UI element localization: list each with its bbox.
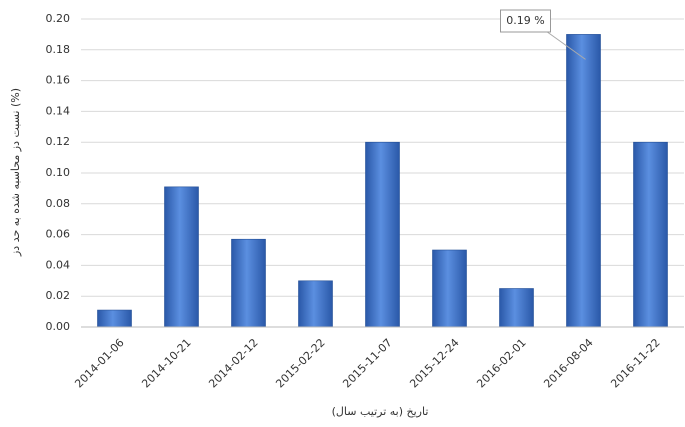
x-tick-label: 2015-02-22	[273, 336, 327, 390]
y-tick-label: 0.12	[46, 135, 71, 148]
bar	[365, 141, 400, 328]
bar	[633, 141, 668, 328]
x-tick-label: 2016-02-01	[474, 336, 528, 390]
x-tick-label: 2014-02-12	[206, 336, 260, 390]
x-tick-label: 2016-08-04	[541, 336, 595, 390]
y-tick-label: 0.08	[46, 197, 71, 210]
y-tick-label: 0.02	[46, 289, 71, 302]
x-tick-label: 2015-11-07	[340, 336, 394, 390]
y-tick-label: 0.10	[46, 166, 71, 179]
y-tick-label: 0.06	[46, 228, 71, 241]
y-axis-label: نسبت دز محاسبه شده به حد دز (%)	[9, 88, 22, 257]
y-tick-label: 0.16	[46, 74, 71, 87]
y-tick-label: 0.14	[46, 104, 71, 117]
y-tick-label: 0.18	[46, 43, 71, 56]
bar	[231, 238, 266, 328]
bar	[566, 34, 601, 328]
callout-box	[500, 9, 551, 33]
bar	[499, 288, 534, 328]
bar	[97, 309, 132, 328]
bar	[164, 186, 199, 328]
y-tick-label: 0.00	[46, 320, 71, 333]
x-tick-label: 2016-11-22	[608, 336, 662, 390]
x-tick-label: 2014-01-06	[72, 336, 126, 390]
bar	[432, 249, 467, 328]
x-tick-label: 2014-10-21	[139, 336, 193, 390]
data-label: 0.19 %	[506, 14, 544, 27]
bar	[298, 280, 333, 328]
x-axis-label: تاریخ (به ترتیب سال)	[332, 405, 429, 418]
x-tick-label: 2015-12-24	[407, 336, 461, 390]
y-tick-label: 0.20	[46, 12, 71, 25]
y-tick-label: 0.04	[46, 258, 71, 271]
callout-line	[544, 29, 586, 60]
